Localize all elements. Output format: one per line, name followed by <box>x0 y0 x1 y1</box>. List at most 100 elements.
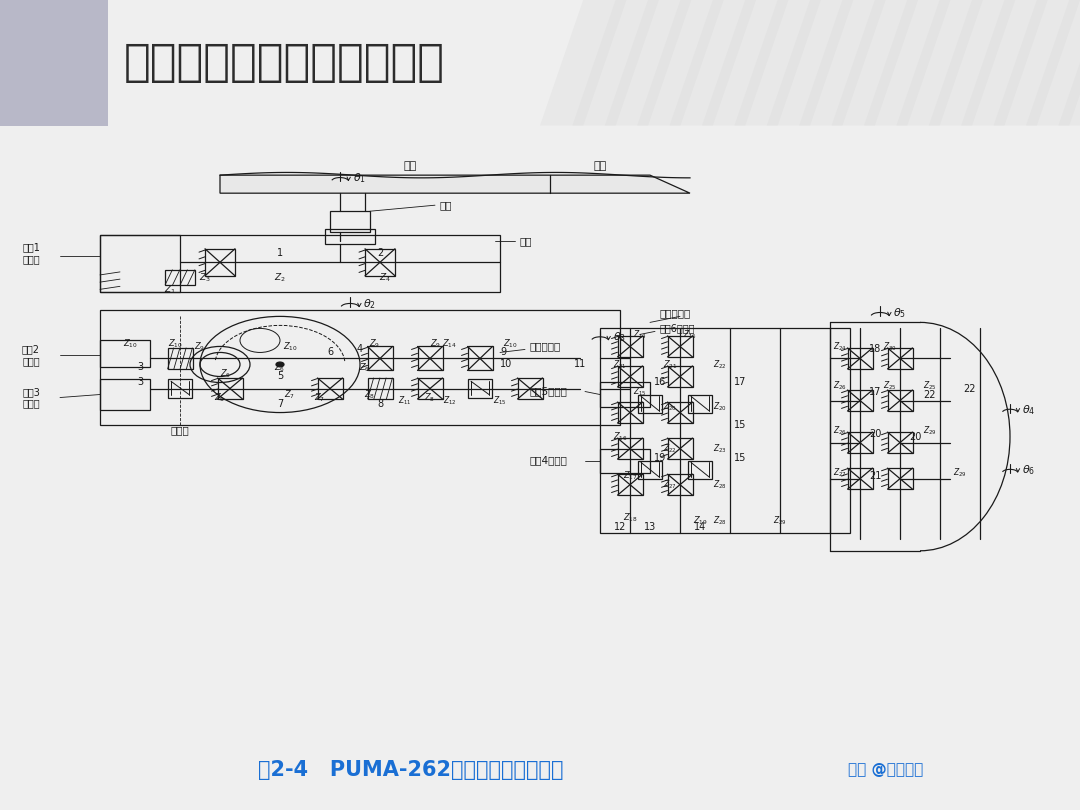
Bar <box>618 438 643 459</box>
Text: 关节6电动机: 关节6电动机 <box>660 323 696 334</box>
Text: 立柱: 立柱 <box>440 200 453 211</box>
Polygon shape <box>637 0 724 126</box>
Text: $Z_{18}$: $Z_{18}$ <box>622 511 637 524</box>
Text: 22: 22 <box>963 383 976 394</box>
Text: $Z_{22}$: $Z_{22}$ <box>713 358 727 371</box>
Text: $Z_{29}$: $Z_{29}$ <box>954 467 967 479</box>
Text: 17: 17 <box>733 377 746 387</box>
Text: $Z_9$: $Z_9$ <box>430 337 442 350</box>
Text: $Z_2$: $Z_2$ <box>274 271 286 284</box>
Text: $Z_9$: $Z_9$ <box>369 337 380 350</box>
Text: $Z_{12}$: $Z_{12}$ <box>443 394 457 407</box>
Bar <box>0 0 108 126</box>
Text: 机座: 机座 <box>519 237 532 246</box>
Text: $Z_{14}$: $Z_{14}$ <box>443 337 458 350</box>
Bar <box>688 394 712 412</box>
Polygon shape <box>540 0 626 126</box>
Bar <box>367 347 392 370</box>
Polygon shape <box>864 0 950 126</box>
Bar <box>318 378 342 399</box>
Text: 固连于立柱: 固连于立柱 <box>530 342 562 352</box>
Text: $Z_{27}$: $Z_{27}$ <box>833 467 847 479</box>
Text: $Z_{28}$: $Z_{28}$ <box>713 514 727 527</box>
Polygon shape <box>605 0 691 126</box>
Bar <box>888 432 913 453</box>
Bar <box>167 348 192 369</box>
Bar <box>168 380 192 398</box>
Text: 关节5电动机: 关节5电动机 <box>530 386 568 397</box>
Polygon shape <box>702 0 788 126</box>
Text: $\theta_6$: $\theta_6$ <box>1022 463 1035 477</box>
Bar <box>848 468 873 489</box>
Bar <box>468 347 492 370</box>
Text: 18: 18 <box>869 344 881 355</box>
Bar <box>418 347 443 370</box>
Polygon shape <box>220 175 690 193</box>
Text: 14: 14 <box>693 522 706 531</box>
Text: $Z_9$: $Z_9$ <box>194 340 205 352</box>
Text: 关节3
电动机: 关节3 电动机 <box>22 386 40 408</box>
Bar <box>848 390 873 411</box>
Text: $Z_{10}$: $Z_{10}$ <box>167 337 183 350</box>
Bar <box>100 310 620 424</box>
Text: 15: 15 <box>733 420 746 429</box>
Bar <box>600 328 850 533</box>
Text: $Z_6$: $Z_6$ <box>360 361 370 373</box>
Text: $Z_{23}$: $Z_{23}$ <box>713 442 727 455</box>
Polygon shape <box>929 0 1015 126</box>
Text: $Z_{25}$: $Z_{25}$ <box>923 379 936 392</box>
Polygon shape <box>832 0 918 126</box>
Bar <box>618 402 643 423</box>
Bar <box>100 340 150 368</box>
Text: 三、机器人的图形符号表示: 三、机器人的图形符号表示 <box>124 41 445 84</box>
Bar <box>667 336 692 357</box>
Text: 10: 10 <box>500 360 512 369</box>
Bar <box>618 366 643 387</box>
Text: 8: 8 <box>377 399 383 408</box>
Text: 22: 22 <box>923 390 936 399</box>
Bar <box>618 474 643 495</box>
Text: 固连于小管: 固连于小管 <box>660 309 691 318</box>
Bar <box>330 211 370 232</box>
Text: $Z_{19}$: $Z_{19}$ <box>692 514 707 527</box>
Text: $\theta_2$: $\theta_2$ <box>363 297 376 311</box>
Bar <box>517 378 542 399</box>
Text: 4: 4 <box>356 344 363 355</box>
Text: $Z_{29}$: $Z_{29}$ <box>923 424 936 437</box>
Text: $Z_{21}$: $Z_{21}$ <box>613 358 626 371</box>
Bar <box>100 380 150 410</box>
Text: $Z_1$: $Z_1$ <box>164 283 176 296</box>
Bar <box>888 390 913 411</box>
Bar <box>667 366 692 387</box>
Text: 20: 20 <box>868 428 881 438</box>
Text: 关节2
电动机: 关节2 电动机 <box>22 344 40 366</box>
Text: $Z_{10}$: $Z_{10}$ <box>502 337 517 350</box>
Polygon shape <box>767 0 853 126</box>
Text: $Z_{29}$: $Z_{29}$ <box>773 514 787 527</box>
Text: 12: 12 <box>613 522 626 531</box>
Text: $Z_{10}$: $Z_{10}$ <box>283 340 297 352</box>
Text: $Z_6$: $Z_6$ <box>215 391 226 403</box>
Polygon shape <box>1058 0 1080 126</box>
Bar <box>848 432 873 453</box>
Text: 2: 2 <box>377 249 383 258</box>
Polygon shape <box>734 0 821 126</box>
Text: 11: 11 <box>573 360 586 369</box>
Bar <box>618 336 643 357</box>
Text: $Z_{28}$: $Z_{28}$ <box>713 479 727 491</box>
Polygon shape <box>961 0 1048 126</box>
Text: 联轴器: 联轴器 <box>171 425 189 436</box>
Text: $Z_{26}$: $Z_{26}$ <box>833 424 847 437</box>
Text: $Z_7$: $Z_7$ <box>314 391 325 403</box>
Bar <box>667 474 692 495</box>
Text: 关节1
电动机: 关节1 电动机 <box>22 242 40 264</box>
Text: $Z_6$: $Z_6$ <box>274 361 285 373</box>
Bar <box>468 380 492 398</box>
Bar <box>100 235 500 292</box>
Bar <box>600 382 650 407</box>
Text: 关节4电动机: 关节4电动机 <box>530 456 568 466</box>
Text: $Z_{26}$: $Z_{26}$ <box>833 379 847 392</box>
Polygon shape <box>670 0 756 126</box>
Text: 3: 3 <box>137 377 143 387</box>
Text: 20: 20 <box>908 432 921 441</box>
